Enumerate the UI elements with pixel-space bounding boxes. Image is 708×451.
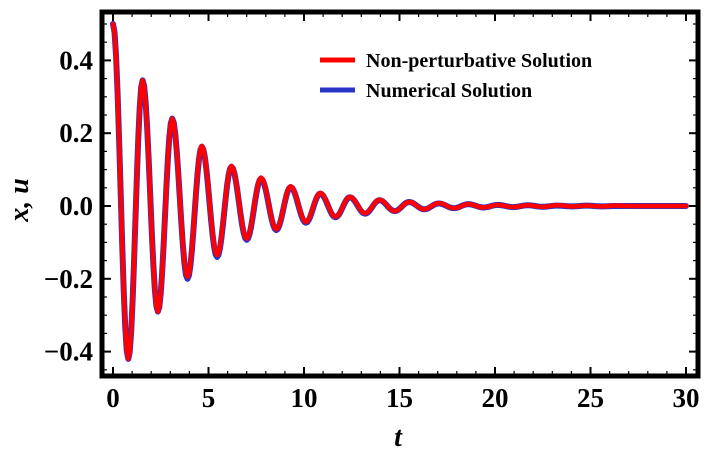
x-axis-label: t: [394, 422, 403, 451]
series-line-1: [110, 21, 689, 362]
x-tick-label: 10: [291, 383, 318, 413]
x-tick-label: 30: [673, 383, 700, 413]
y-tick-label: 0.0: [59, 191, 93, 221]
axis-ticks: 0 5 10 15 20 25 30 −0.4 −0.2 0.0 0.2 0.4: [44, 12, 700, 413]
x-tick-label: 25: [577, 383, 604, 413]
y-tick-label: 0.4: [59, 45, 93, 75]
y-tick-label: −0.2: [44, 264, 93, 294]
legend-label-1: Numerical Solution: [366, 80, 532, 102]
y-tick-label: −0.4: [44, 337, 93, 367]
x-tick-label: 0: [106, 383, 120, 413]
x-tick-label: 5: [202, 383, 216, 413]
legend: Non-perturbative Solution Numerical Solut…: [320, 50, 592, 102]
x-tick-label: 20: [482, 383, 509, 413]
legend-label-0: Non-perturbative Solution: [366, 50, 592, 72]
x-tick-label: 15: [386, 383, 413, 413]
y-axis-label: x, u: [4, 178, 35, 223]
plot-area: [110, 21, 689, 362]
y-tick-label: 0.2: [59, 118, 93, 148]
series-line-0: [110, 21, 689, 362]
